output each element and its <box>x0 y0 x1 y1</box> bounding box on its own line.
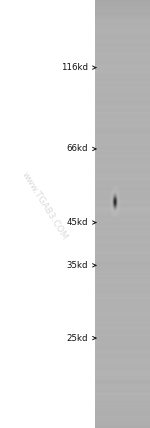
Text: 35kd: 35kd <box>66 261 88 270</box>
Text: www.TGAB3.COM: www.TGAB3.COM <box>20 170 70 241</box>
Text: 25kd: 25kd <box>66 333 88 343</box>
Text: 45kd: 45kd <box>66 218 88 227</box>
Text: 66kd: 66kd <box>66 144 88 154</box>
Text: 116kd: 116kd <box>61 63 88 72</box>
